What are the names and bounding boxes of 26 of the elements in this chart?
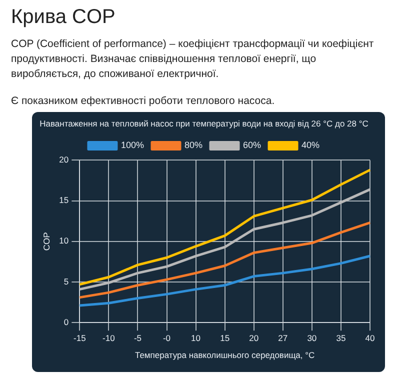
text: COP (Coefficient of performance) – коефіцієнт трансформації чи коефіцієнт продуктивності. Визначає співвідношення теплової енергії, що виробляється, до споживаної електричної. <box>11 37 375 82</box>
legend-label: 80% <box>184 140 203 150</box>
x-tick-label: 35 <box>336 333 346 344</box>
text: Є показником ефективності роботи теплового насоса. <box>11 94 276 109</box>
x-tick-label: -15 <box>74 333 86 344</box>
chart-title: Крива COP <box>11 6 116 29</box>
x-tick-label: -0 <box>162 333 171 344</box>
x-tick-label: 10 <box>191 333 201 344</box>
y-tick-label: 15 <box>59 195 69 206</box>
chart-subtitle: Навантаження на тепловий насос при температурі води на вході від 26 °C до 28 °C <box>40 118 368 128</box>
x-tick-label: 20 <box>249 333 259 344</box>
y-tick-label: 10 <box>59 236 69 246</box>
legend-label: 60% <box>243 140 262 150</box>
x-tick-label: 40 <box>365 333 375 344</box>
y-tick-label: 0 <box>64 316 69 327</box>
y-tick-label: 5 <box>64 276 69 286</box>
legend-label: 100% <box>120 140 144 150</box>
legend-label: 40% <box>302 140 320 150</box>
x-tick-label: 15 <box>220 333 230 344</box>
y-axis-title: COP <box>41 232 52 251</box>
x-axis-title: Температура навколишнього середовища, °C <box>134 350 315 360</box>
x-tick-label: -5 <box>134 333 142 344</box>
x-tick-label: -10 <box>102 333 116 344</box>
x-tick-label: 30 <box>307 333 317 344</box>
x-tick-label: 27 <box>278 333 288 344</box>
y-tick-label: 20 <box>59 154 69 165</box>
